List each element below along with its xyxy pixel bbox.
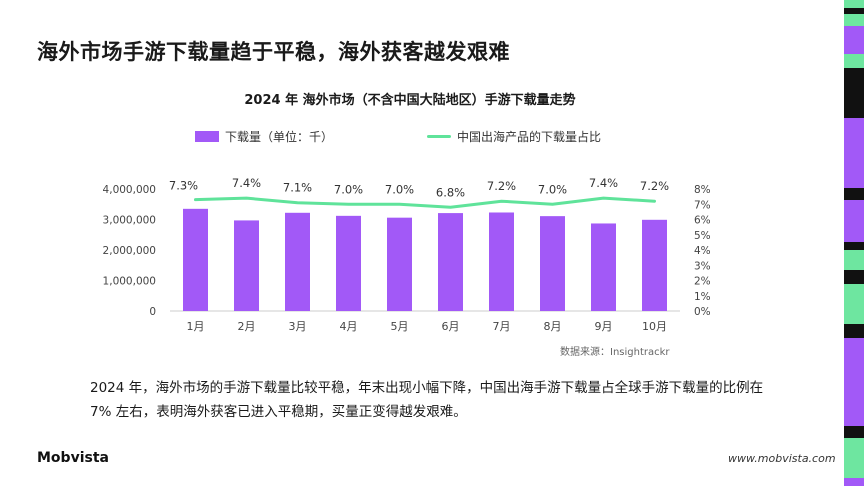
x-tick-label: 10月: [642, 320, 667, 333]
legend-line-swatch: [427, 135, 451, 138]
stripe-segment: [844, 188, 864, 200]
data-label: 7.2%: [640, 179, 669, 193]
bar: [285, 212, 310, 311]
website-url: www.mobvista.com: [728, 452, 836, 465]
y-left-tick-label: 3,000,000: [103, 215, 156, 227]
stripe-segment: [844, 284, 864, 324]
bar: [336, 215, 361, 311]
y-right-tick-label: 1%: [694, 291, 711, 303]
stripe-segment: [844, 8, 864, 14]
bar: [438, 213, 463, 311]
y-left-tick-label: 2,000,000: [103, 245, 156, 257]
stripe-segment: [844, 324, 864, 338]
y-right-tick-label: 0%: [694, 306, 711, 318]
bar: [642, 219, 667, 311]
stripe-segment: [844, 54, 864, 68]
data-label: 7.2%: [487, 179, 516, 193]
x-tick-label: 7月: [493, 320, 511, 333]
stripe-segment: [844, 0, 864, 8]
source-note: 数据来源：Insightrackr: [560, 347, 670, 358]
data-label: 6.8%: [436, 185, 465, 199]
stripe-segment: [844, 478, 864, 486]
page-title: 海外市场手游下载量趋于平稳，海外获客越发艰难: [37, 40, 510, 64]
stripe-segment: [844, 338, 864, 426]
legend-bar-swatch: [195, 131, 219, 142]
bar: [489, 212, 514, 311]
legend-bar: 下载量（单位：千）: [195, 128, 333, 145]
bar: [234, 220, 259, 311]
bar: [183, 208, 208, 311]
y-left-tick-label: 1,000,000: [103, 276, 156, 288]
stripe-segment: [844, 242, 864, 250]
x-tick-label: 6月: [442, 320, 460, 333]
legend-line: 中国出海产品的下载量占比: [427, 128, 601, 145]
y-left-tick-label: 4,000,000: [103, 184, 156, 196]
y-right-tick-label: 6%: [694, 215, 711, 227]
legend-bar-label: 下载量（单位：千）: [225, 130, 334, 144]
data-label: 7.1%: [283, 181, 312, 195]
stripe-segment: [844, 438, 864, 478]
x-tick-label: 9月: [595, 320, 613, 333]
stripe-segment: [844, 250, 864, 270]
bar: [387, 217, 412, 311]
x-tick-label: 4月: [340, 320, 358, 333]
y-right-tick-label: 4%: [694, 245, 711, 257]
data-label: 7.0%: [334, 182, 363, 196]
y-right-tick-label: 3%: [694, 260, 711, 272]
series-line: [194, 196, 656, 209]
stripe-segment: [844, 14, 864, 26]
stripe-segment: [844, 118, 864, 188]
x-tick-label: 1月: [187, 320, 205, 333]
stripe-segment: [844, 26, 864, 54]
data-label: 7.0%: [538, 182, 567, 196]
y-right-tick-label: 7%: [694, 199, 711, 211]
stripe-segment: [844, 200, 864, 242]
stripe-segment: [844, 270, 864, 284]
x-tick-label: 8月: [544, 320, 562, 333]
x-tick-label: 3月: [289, 320, 307, 333]
data-label: 7.4%: [589, 176, 618, 190]
x-tick-label: 5月: [391, 320, 409, 333]
data-label: 7.0%: [385, 182, 414, 196]
y-left-tick-label: 0: [149, 306, 156, 318]
mobvista-logo: Mobvista: [37, 450, 109, 466]
decorative-stripes: [844, 0, 864, 486]
y-right-tick-label: 8%: [694, 184, 711, 196]
stripe-segment: [844, 426, 864, 438]
bar: [591, 223, 616, 311]
data-label: 7.3%: [169, 179, 198, 193]
legend-line-label: 中国出海产品的下载量占比: [457, 130, 602, 144]
stripe-segment: [844, 68, 864, 118]
y-right-tick-label: 5%: [694, 230, 711, 242]
x-tick-label: 2月: [238, 320, 256, 333]
y-right-tick-label: 2%: [694, 276, 711, 288]
bar: [540, 216, 565, 311]
chart-title: 2024 年 海外市场（不含中国大陆地区）手游下载量走势: [244, 93, 576, 108]
description-text: 2024 年，海外市场的手游下载量比较平稳，年末出现小幅下降，中国出海手游下载量…: [90, 380, 764, 420]
data-label: 7.4%: [232, 176, 261, 190]
